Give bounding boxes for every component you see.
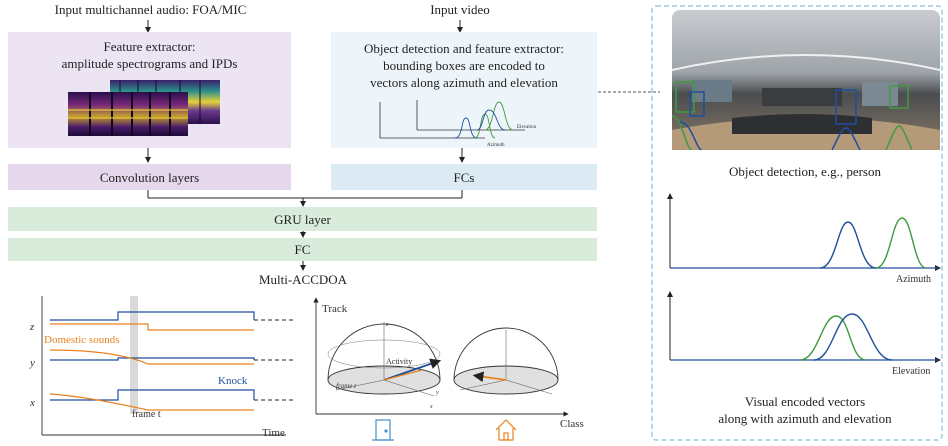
- gru-layer-box: GRU layer: [8, 207, 597, 231]
- feature-extractor-title: Feature extractor:: [103, 39, 196, 54]
- axis-y-label: y: [29, 357, 35, 369]
- activity-vector: [383, 358, 442, 381]
- door-icon: [372, 419, 394, 441]
- panorama-image: [672, 10, 940, 150]
- video-input-label: Input video: [430, 2, 490, 17]
- detection-box-green: [889, 85, 909, 109]
- azimuth-green-peak: [875, 217, 927, 269]
- azimuth-blue-peak: [819, 221, 877, 269]
- activity-vector-orange: [383, 369, 423, 381]
- video-box-line1: Object detection and feature extractor:: [364, 41, 564, 56]
- spectrogram-images: [68, 80, 220, 136]
- x-knock-series: [50, 389, 255, 401]
- hemisphere-home: [453, 327, 559, 395]
- sphere-frame-label: frame t: [336, 382, 357, 390]
- fcs-label: FCs: [453, 169, 475, 185]
- detection-box-blue: [835, 89, 857, 125]
- knock-label: Knock: [218, 375, 248, 387]
- azimuth-plot: Azimuth: [667, 193, 941, 285]
- x-domestic-series: [49, 393, 254, 411]
- mini-encoded-vector-plot: Elevation Azimuth: [379, 100, 537, 148]
- detection-box-green-left: [675, 81, 695, 113]
- axis-z-label: z: [29, 321, 35, 333]
- azimuth-axis-label: Azimuth: [896, 274, 931, 285]
- mini-azimuth-label: Azimuth: [487, 143, 505, 148]
- class-axis-label: Class: [560, 418, 584, 430]
- z-knock-series: [50, 311, 255, 321]
- sphere-x-label: x: [429, 404, 433, 410]
- axis-x-label: x: [29, 397, 35, 409]
- elevation-axis-label: Elevation: [892, 366, 930, 377]
- domestic-sounds-label: Domestic sounds: [44, 334, 119, 346]
- elevation-blue-peak: [813, 313, 893, 361]
- convolution-layers-box: Convolution layers: [8, 164, 291, 190]
- y-knock-series: [50, 357, 255, 361]
- mini-elevation-label: Elevation: [517, 125, 537, 130]
- accdoa-timeseries: z y x Domestic sounds Knock frame t Time: [29, 296, 296, 439]
- y-domestic-series: [49, 349, 254, 365]
- object-detection-caption: Object detection, e.g., person: [729, 164, 881, 179]
- hemisphere-door: Activity frame t z y x: [327, 322, 442, 410]
- multi-accdoa-label: Multi-ACCDOA: [258, 272, 348, 287]
- detection-box-blue-left: [689, 91, 705, 117]
- sphere-y-label: y: [435, 390, 439, 396]
- time-axis-label: Time: [262, 427, 285, 439]
- convolution-layers-label: Convolution layers: [99, 169, 200, 185]
- fcs-box: FCs: [331, 164, 597, 190]
- gru-layer-label: GRU layer: [274, 211, 331, 227]
- encoded-vectors-caption-line1: Visual encoded vectors: [744, 394, 866, 409]
- elevation-green-peak: [799, 315, 867, 361]
- accdoa-hemisphere-plot: Track Class Activity frame t z y x: [313, 297, 584, 441]
- video-box-line3: vectors along azimuth and elevation: [370, 75, 558, 90]
- elevation-plot: Elevation: [667, 291, 941, 377]
- frame-t-label: frame t: [132, 409, 161, 420]
- fc-label: FC: [294, 242, 311, 257]
- frame-highlight: [130, 296, 138, 414]
- domestic-vector: [472, 371, 507, 383]
- z-domestic-series: [50, 323, 254, 331]
- encoded-vectors-caption-line2: along with azimuth and elevation: [718, 411, 892, 426]
- sphere-z-label: z: [385, 322, 389, 328]
- home-icon: [495, 419, 517, 441]
- audio-input-label: Input multichannel audio: FOA/MIC: [54, 2, 247, 17]
- video-feature-extractor-box: Object detection and feature extractor: …: [331, 32, 597, 148]
- fc-box: FC: [8, 238, 597, 261]
- activity-label: Activity: [386, 357, 412, 366]
- video-box-line2: bounding boxes are encoded to: [383, 58, 545, 73]
- track-axis-label: Track: [322, 303, 348, 315]
- feature-extractor-subtitle: amplitude spectrograms and IPDs: [61, 56, 238, 71]
